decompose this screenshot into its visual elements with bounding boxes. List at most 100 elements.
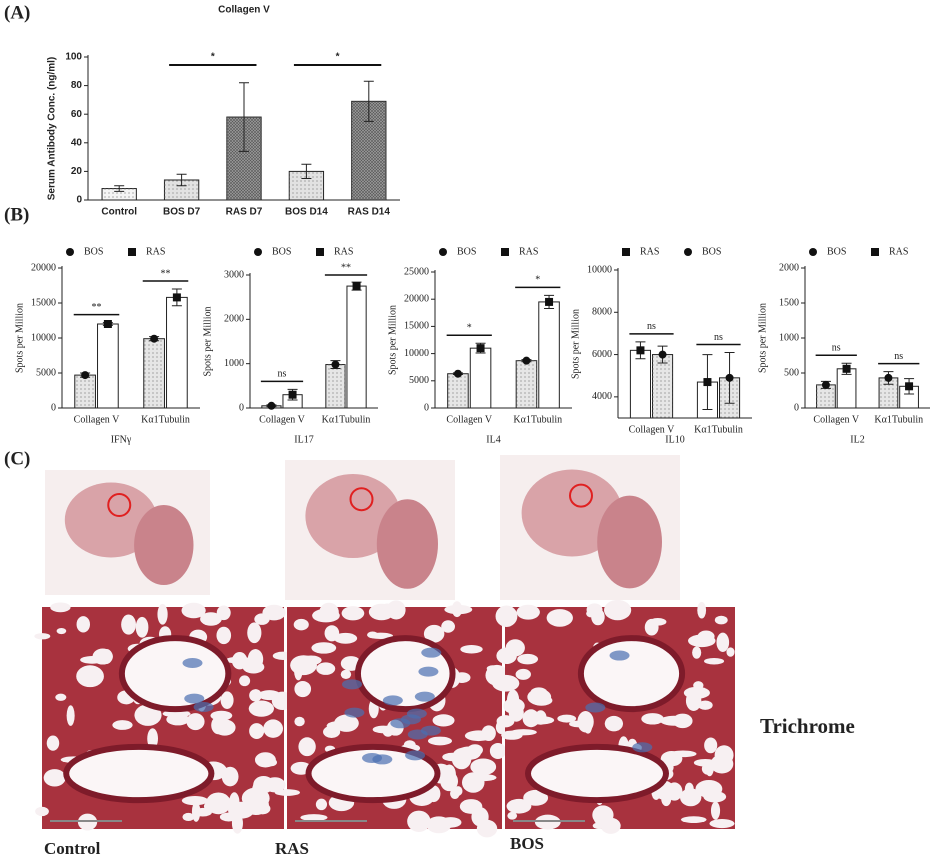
alveolus bbox=[298, 737, 316, 757]
alveolus bbox=[680, 816, 707, 824]
x-tick-label: Kα1Tubulin bbox=[322, 414, 371, 425]
alveolus bbox=[135, 616, 149, 638]
alveolus bbox=[508, 704, 524, 722]
bar-texture bbox=[652, 354, 673, 418]
y-tick-label: 20 bbox=[71, 166, 83, 177]
marker bbox=[128, 248, 136, 256]
significance-label: * bbox=[336, 52, 340, 63]
marker bbox=[684, 248, 692, 256]
marker bbox=[636, 346, 645, 355]
marker bbox=[809, 248, 817, 256]
alveolus bbox=[248, 700, 275, 717]
alveolus bbox=[432, 714, 455, 727]
significance-label: ** bbox=[161, 268, 171, 279]
y-tick-label: 1000 bbox=[779, 332, 799, 343]
error-bar bbox=[301, 163, 312, 180]
fibrosis bbox=[382, 695, 403, 706]
alveolus bbox=[76, 665, 104, 688]
marker bbox=[725, 373, 734, 382]
airway bbox=[525, 743, 669, 804]
marker bbox=[476, 344, 485, 353]
bar-texture bbox=[74, 375, 96, 408]
panel-label: (C) bbox=[4, 448, 30, 469]
x-tick-label: Kα1Tubulin bbox=[874, 414, 923, 425]
alveolus bbox=[710, 754, 734, 774]
image-caption: Control bbox=[44, 839, 101, 858]
marker bbox=[622, 248, 630, 256]
y-tick-label: 80 bbox=[71, 80, 83, 91]
marker bbox=[501, 248, 509, 256]
legend-label: RAS bbox=[146, 246, 165, 257]
legend-label: BOS bbox=[84, 246, 103, 257]
marker bbox=[439, 248, 447, 256]
bar-texture bbox=[164, 179, 199, 200]
alveolus bbox=[407, 810, 431, 832]
y-axis-label: Spots per Million bbox=[14, 303, 25, 373]
legend-label: BOS bbox=[702, 246, 721, 257]
airway bbox=[577, 635, 686, 713]
x-tick-label: Kα1Tubulin bbox=[513, 414, 562, 425]
y-tick-label: 2000 bbox=[224, 314, 244, 325]
x-tick-label: BOS D14 bbox=[285, 207, 328, 218]
error-bar bbox=[114, 185, 125, 192]
alveolus bbox=[274, 789, 301, 796]
bar-texture bbox=[143, 338, 165, 408]
alveolus bbox=[703, 791, 727, 803]
legend-label: BOS bbox=[457, 246, 476, 257]
bar bbox=[538, 301, 560, 409]
alveolus bbox=[312, 608, 340, 623]
alveolus bbox=[293, 618, 309, 631]
fibrosis bbox=[362, 753, 383, 764]
x-tick-label: Collagen V bbox=[813, 414, 859, 425]
alveolus bbox=[546, 609, 573, 627]
alveolus bbox=[386, 600, 406, 620]
alveolus bbox=[704, 657, 725, 665]
y-tick-label: 0 bbox=[239, 402, 244, 413]
alveolus bbox=[216, 626, 232, 645]
fibrosis bbox=[341, 679, 362, 690]
significance-label: ns bbox=[714, 332, 723, 343]
alveolus bbox=[231, 812, 243, 834]
alveolus bbox=[333, 632, 358, 644]
alveolus bbox=[341, 606, 365, 621]
histology-image bbox=[500, 455, 680, 600]
y-axis-label: Spots per Million bbox=[387, 305, 398, 375]
x-tick-label: BOS D7 bbox=[163, 207, 201, 218]
alveolus bbox=[262, 604, 286, 621]
fibrosis bbox=[414, 691, 435, 702]
bar bbox=[469, 347, 492, 409]
marker bbox=[267, 401, 276, 410]
alveolus bbox=[200, 612, 222, 626]
alveolus bbox=[464, 730, 493, 742]
marker bbox=[453, 369, 462, 378]
y-tick-label: 10000 bbox=[587, 264, 612, 275]
alveolus bbox=[76, 616, 90, 633]
roi-circle bbox=[349, 487, 374, 512]
alveolus bbox=[704, 737, 718, 754]
alveolus bbox=[669, 750, 697, 758]
alveolus bbox=[56, 627, 67, 635]
alveolus bbox=[423, 624, 445, 643]
alveolus bbox=[92, 648, 113, 665]
image-caption: RAS bbox=[275, 839, 309, 858]
alveolus bbox=[213, 719, 236, 736]
alveolus bbox=[249, 689, 262, 702]
image-caption: BOS bbox=[510, 834, 544, 853]
alveolus bbox=[496, 715, 515, 728]
alveolus bbox=[242, 660, 265, 674]
alveolus bbox=[593, 806, 605, 825]
alveolus bbox=[714, 615, 728, 625]
marker bbox=[331, 360, 340, 369]
significance-label: ns bbox=[832, 342, 841, 353]
x-tick-label: Control bbox=[101, 207, 137, 218]
alveolus bbox=[600, 817, 621, 834]
y-tick-label: 10000 bbox=[31, 332, 56, 343]
lung-lobe bbox=[134, 505, 194, 585]
alveolus bbox=[592, 822, 607, 830]
alveolus bbox=[112, 720, 133, 730]
alveolus bbox=[181, 602, 206, 619]
y-tick-label: 20000 bbox=[31, 262, 56, 273]
y-tick-label: 100 bbox=[65, 52, 82, 63]
significance-label: ns bbox=[278, 369, 287, 380]
marker bbox=[842, 364, 851, 373]
